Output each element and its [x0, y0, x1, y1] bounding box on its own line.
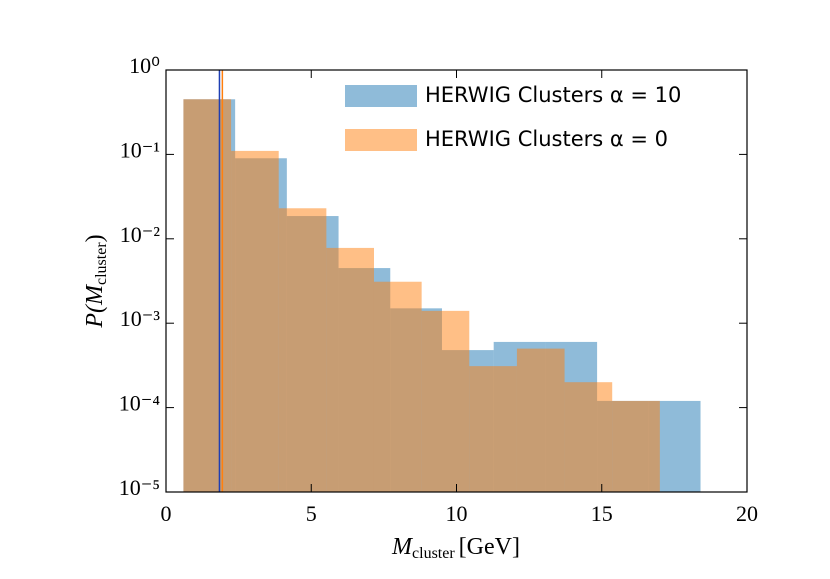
x-tick-label: 0	[161, 501, 172, 526]
legend: HERWIG Clusters α = 10 HERWIG Clusters α …	[345, 83, 681, 151]
histogram-bar	[326, 247, 374, 492]
histogram-bar	[278, 208, 327, 492]
histogram-bar	[516, 348, 565, 492]
legend-swatch	[345, 85, 417, 107]
y-tick-label: 10⁻²	[120, 222, 161, 247]
y-tick-label: 10⁻⁵	[119, 475, 160, 500]
y-label-part: P(M	[82, 283, 108, 329]
x-tick-label: 20	[736, 501, 758, 526]
x-label-part: cluster	[412, 545, 455, 562]
histogram-bar	[469, 366, 517, 492]
y-tick-label: 10⁻⁴	[119, 391, 161, 416]
x-axis-label: Mcluster [GeV]	[391, 534, 520, 562]
histogram-bar	[183, 99, 232, 493]
y-tick-label: 10⁻¹	[120, 137, 160, 162]
y-axis-label: P(Mcluster)	[82, 234, 110, 328]
y-label-part: cluster	[93, 242, 110, 285]
histogram-bar	[231, 150, 279, 492]
histogram-bar	[564, 382, 613, 492]
x-label-part: [GeV]	[459, 534, 520, 560]
y-label-part: )	[82, 234, 108, 242]
y-tick-label: 10⁻³	[120, 306, 161, 331]
histogram-bar	[373, 281, 422, 492]
x-tick-label: 5	[306, 501, 317, 526]
histogram-bar	[612, 400, 660, 492]
legend-label: HERWIG Clusters α = 10	[425, 83, 681, 107]
legend-label: HERWIG Clusters α = 0	[425, 127, 668, 151]
histogram-bar	[421, 310, 470, 492]
x-label-part: M	[391, 534, 414, 560]
legend-swatch	[345, 129, 417, 151]
x-tick-label: 10	[446, 501, 468, 526]
x-tick-label: 15	[591, 501, 613, 526]
y-tick-label: 10⁰	[129, 53, 160, 78]
